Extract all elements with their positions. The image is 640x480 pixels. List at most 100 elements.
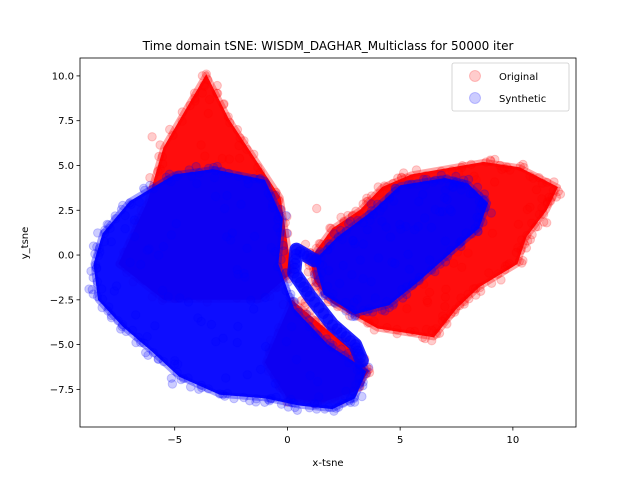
scatter-point <box>301 309 312 319</box>
scatter-point <box>158 241 169 252</box>
scatter-point <box>427 336 437 346</box>
scatter-point <box>463 174 474 185</box>
data-marks <box>84 69 566 416</box>
scatter-point <box>324 265 334 276</box>
scatter-point <box>233 269 243 279</box>
scatter-point <box>133 332 143 342</box>
scatter-point <box>418 279 429 289</box>
scatter-point <box>396 224 406 234</box>
legend-label-synthetic: Synthetic <box>499 94 546 105</box>
scatter-point <box>440 236 451 246</box>
scatter-point <box>286 322 297 332</box>
scatter-point <box>447 166 457 176</box>
scatter-point <box>232 265 242 275</box>
scatter-point <box>177 116 187 126</box>
scatter-point <box>373 253 384 263</box>
scatter-point <box>525 202 535 212</box>
scatter-point <box>347 311 357 322</box>
scatter-point <box>317 268 327 278</box>
scatter-point <box>118 319 128 330</box>
scatter-point <box>450 178 460 188</box>
scatter-point <box>440 257 451 267</box>
scatter-point <box>454 168 464 178</box>
scatter-point <box>442 251 453 262</box>
scatter-point <box>289 398 299 408</box>
scatter-point <box>392 329 402 339</box>
scatter-point <box>322 245 333 255</box>
scatter-point <box>116 324 126 334</box>
scatter-point <box>233 171 244 182</box>
scatter-point <box>514 256 524 267</box>
scatter-point <box>457 163 467 173</box>
scatter-point <box>366 191 377 201</box>
scatter-point <box>456 236 466 246</box>
scatter-point <box>251 397 261 407</box>
scatter-point <box>361 368 371 379</box>
scatter-point <box>528 173 538 183</box>
scatter-point <box>446 206 456 217</box>
scatter-point <box>542 218 552 228</box>
scatter-point <box>154 151 164 162</box>
scatter-point <box>341 306 351 316</box>
scatter-point <box>222 190 232 201</box>
scatter-point <box>435 175 446 185</box>
scatter-point <box>329 229 340 239</box>
scatter-point <box>479 189 490 199</box>
scatter-point <box>442 174 452 184</box>
scatter-point <box>203 75 213 85</box>
scatter-point <box>384 302 394 313</box>
scatter-point <box>260 397 270 407</box>
scatter-point <box>409 326 420 337</box>
scatter-point <box>348 236 358 246</box>
scatter-point <box>286 289 296 299</box>
legend-marker-original <box>469 70 481 82</box>
scatter-point <box>305 370 315 381</box>
scatter-point <box>145 173 155 183</box>
scatter-point <box>260 341 271 352</box>
scatter-point <box>505 165 515 175</box>
scatter-point <box>242 370 253 380</box>
scatter-point <box>222 388 233 398</box>
scatter-point <box>212 88 223 99</box>
scatter-point <box>273 211 284 221</box>
scatter-point <box>459 175 469 185</box>
scatter-point <box>190 93 200 104</box>
scatter-point <box>527 218 537 228</box>
scatter-point <box>218 333 228 343</box>
scatter-point <box>144 244 154 254</box>
scatter-point <box>470 223 480 234</box>
scatter-point <box>320 404 330 414</box>
scatter-point <box>430 267 440 277</box>
scatter-point <box>131 310 141 320</box>
scatter-point <box>366 199 376 209</box>
scatter-point <box>196 316 206 327</box>
scatter-point <box>109 286 120 296</box>
scatter-point <box>456 293 466 303</box>
scatter-point <box>313 376 323 387</box>
scatter-point <box>518 159 528 170</box>
scatter-point <box>236 199 246 210</box>
scatter-point <box>380 306 390 316</box>
x-axis-title: x-tsne <box>312 458 343 469</box>
scatter-point <box>223 168 234 179</box>
scatter-point <box>468 284 479 294</box>
scatter-point <box>197 71 208 81</box>
scatter-point <box>457 161 468 171</box>
scatter-point <box>140 185 150 196</box>
scatter-point <box>391 183 401 194</box>
scatter-point <box>358 305 368 316</box>
scatter-point <box>446 245 456 256</box>
scatter-point <box>472 182 483 192</box>
scatter-point <box>549 177 559 187</box>
scatter-point <box>381 222 391 232</box>
scatter-point <box>418 189 428 200</box>
scatter-point <box>163 175 173 185</box>
scatter-point <box>129 215 140 225</box>
scatter-point <box>403 249 413 260</box>
scatter-point <box>349 397 360 407</box>
scatter-point <box>99 228 110 239</box>
scatter-point <box>350 239 360 249</box>
scatter-point <box>211 337 221 347</box>
scatter-point <box>189 88 200 98</box>
